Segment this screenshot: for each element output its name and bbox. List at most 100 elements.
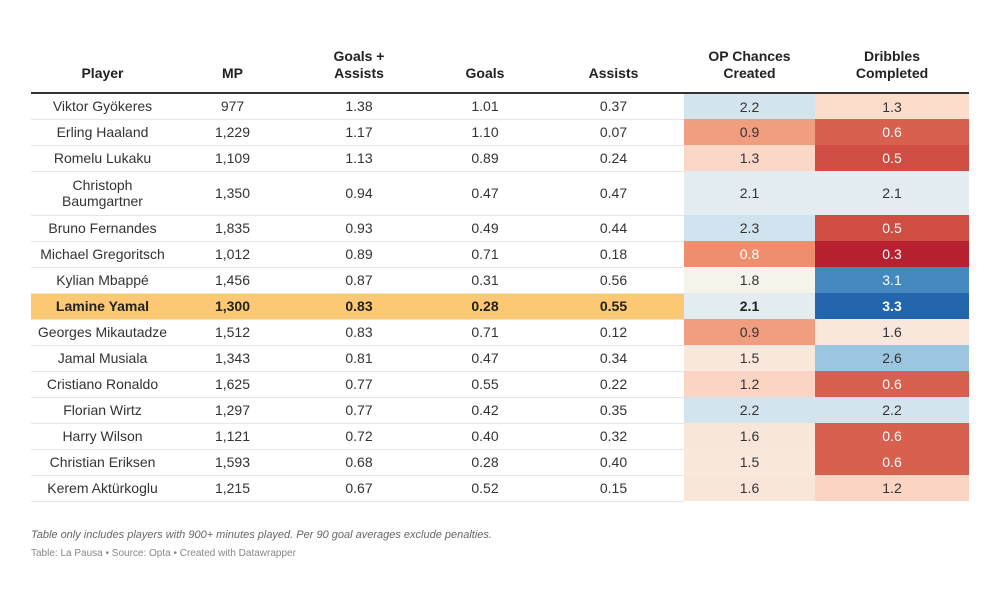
cell-goals: 0.28 [427, 293, 543, 320]
cell-goals: 0.28 [427, 449, 543, 476]
cell-assists: 0.56 [543, 267, 684, 294]
header-label: Assists [588, 65, 639, 81]
cell-mp: 977 [174, 93, 291, 120]
header-goals-assists: Goals + Assists [291, 0, 427, 94]
cell-goals-assists: 0.94 [291, 171, 427, 216]
cell-goals: 0.47 [427, 171, 543, 216]
cell-goals-assists: 0.68 [291, 449, 427, 476]
header-player: Player [31, 0, 174, 94]
cell-player: Kerem Aktürkoglu [31, 475, 174, 502]
cell-assists: 0.37 [543, 93, 684, 120]
cell-assists: 0.55 [543, 293, 684, 320]
table-row: Kylian Mbappé 1,456 0.87 0.31 0.56 1.8 3.1 [31, 267, 969, 294]
header-mp: MP [174, 0, 291, 94]
cell-dribbles: 0.3 [815, 241, 969, 267]
cell-player: Romelu Lukaku [31, 145, 174, 172]
cell-goals-assists: 0.72 [291, 423, 427, 450]
cell-mp: 1,625 [174, 371, 291, 398]
cell-op-chances: 2.3 [684, 215, 815, 241]
table-row: Harry Wilson 1,121 0.72 0.40 0.32 1.6 0.6 [31, 423, 969, 450]
cell-assists: 0.40 [543, 449, 684, 476]
cell-dribbles: 1.3 [815, 93, 969, 119]
cell-goals: 1.10 [427, 119, 543, 146]
header-dribbles: Dribbles Completed [815, 0, 969, 94]
cell-goals-assists: 0.81 [291, 345, 427, 372]
cell-goals-assists: 0.67 [291, 475, 427, 502]
cell-goals-assists: 0.87 [291, 267, 427, 294]
cell-op-chances: 2.2 [684, 93, 815, 119]
header-assists: Assists [543, 0, 684, 94]
table-credits: Table: La Pausa • Source: Opta • Created… [31, 548, 296, 559]
cell-dribbles: 2.1 [815, 171, 969, 215]
cell-goals-assists: 1.38 [291, 93, 427, 120]
cell-mp: 1,121 [174, 423, 291, 450]
cell-dribbles: 0.5 [815, 145, 969, 171]
cell-mp: 1,456 [174, 267, 291, 294]
header-label: MP [222, 65, 243, 81]
cell-mp: 1,343 [174, 345, 291, 372]
stats-table-container: Player MP Goals + Assists Goals Assists O… [31, 0, 969, 502]
cell-mp: 1,215 [174, 475, 291, 502]
cell-dribbles: 1.2 [815, 475, 969, 501]
cell-mp: 1,593 [174, 449, 291, 476]
header-label: Player [81, 65, 124, 81]
cell-goals-assists: 0.89 [291, 241, 427, 268]
cell-assists: 0.07 [543, 119, 684, 146]
header-goals: Goals [427, 0, 543, 94]
cell-goals: 0.89 [427, 145, 543, 172]
cell-mp: 1,300 [174, 293, 291, 320]
cell-player: Florian Wirtz [31, 397, 174, 424]
cell-op-chances: 1.3 [684, 145, 815, 171]
cell-goals-assists: 0.83 [291, 319, 427, 346]
cell-goals-assists: 1.17 [291, 119, 427, 146]
cell-assists: 0.15 [543, 475, 684, 502]
table-row: Romelu Lukaku 1,109 1.13 0.89 0.24 1.3 0.5 [31, 145, 969, 172]
cell-assists: 0.47 [543, 171, 684, 216]
cell-player: Cristiano Ronaldo [31, 371, 174, 398]
cell-assists: 0.34 [543, 345, 684, 372]
cell-player: Kylian Mbappé [31, 267, 174, 294]
cell-goals-assists: 0.77 [291, 371, 427, 398]
cell-op-chances: 2.2 [684, 397, 815, 423]
table-header-row: Player MP Goals + Assists Goals Assists O… [31, 0, 969, 94]
cell-goals: 1.01 [427, 93, 543, 120]
cell-goals-assists: 0.77 [291, 397, 427, 424]
table-row: Viktor Gyökeres 977 1.38 1.01 0.37 2.2 1.3 [31, 93, 969, 120]
cell-player: Christoph Baumgartner [31, 171, 174, 216]
table-row: Erling Haaland 1,229 1.17 1.10 0.07 0.9 0.6 [31, 119, 969, 146]
cell-mp: 1,109 [174, 145, 291, 172]
cell-assists: 0.22 [543, 371, 684, 398]
header-op-chances: OP Chances Created [684, 0, 815, 94]
table-row: Michael Gregoritsch 1,012 0.89 0.71 0.18 0.8 0… [31, 241, 969, 268]
cell-goals: 0.31 [427, 267, 543, 294]
cell-dribbles: 0.6 [815, 423, 969, 449]
cell-mp: 1,350 [174, 171, 291, 216]
cell-op-chances: 1.6 [684, 475, 815, 501]
cell-goals: 0.40 [427, 423, 543, 450]
cell-op-chances: 2.1 [684, 293, 815, 319]
table-body: Viktor Gyökeres 977 1.38 1.01 0.37 2.2 1.3 Erli… [31, 93, 969, 502]
cell-op-chances: 0.9 [684, 319, 815, 345]
cell-goals-assists: 0.93 [291, 215, 427, 242]
cell-player: Christian Eriksen [31, 449, 174, 476]
cell-dribbles: 0.6 [815, 371, 969, 397]
table-row: Lamine Yamal 1,300 0.83 0.28 0.55 2.1 3.3 [31, 293, 969, 320]
cell-player: Jamal Musiala [31, 345, 174, 372]
table-row: Christian Eriksen 1,593 0.68 0.28 0.40 1.5 0.6 [31, 449, 969, 476]
cell-mp: 1,835 [174, 215, 291, 242]
table-row: Bruno Fernandes 1,835 0.93 0.49 0.44 2.3 0.5 [31, 215, 969, 242]
cell-player: Bruno Fernandes [31, 215, 174, 242]
cell-goals: 0.52 [427, 475, 543, 502]
cell-player: Lamine Yamal [31, 293, 174, 320]
table-notes: Table only includes players with 900+ mi… [31, 529, 492, 541]
header-label: Dribbles Completed [855, 48, 929, 81]
cell-assists: 0.24 [543, 145, 684, 172]
table-row: Georges Mikautadze 1,512 0.83 0.71 0.12 0.9 1.… [31, 319, 969, 346]
cell-dribbles: 0.6 [815, 449, 969, 475]
cell-op-chances: 0.9 [684, 119, 815, 145]
cell-dribbles: 0.5 [815, 215, 969, 241]
cell-op-chances: 1.2 [684, 371, 815, 397]
cell-goals: 0.42 [427, 397, 543, 424]
cell-assists: 0.44 [543, 215, 684, 242]
cell-goals-assists: 1.13 [291, 145, 427, 172]
